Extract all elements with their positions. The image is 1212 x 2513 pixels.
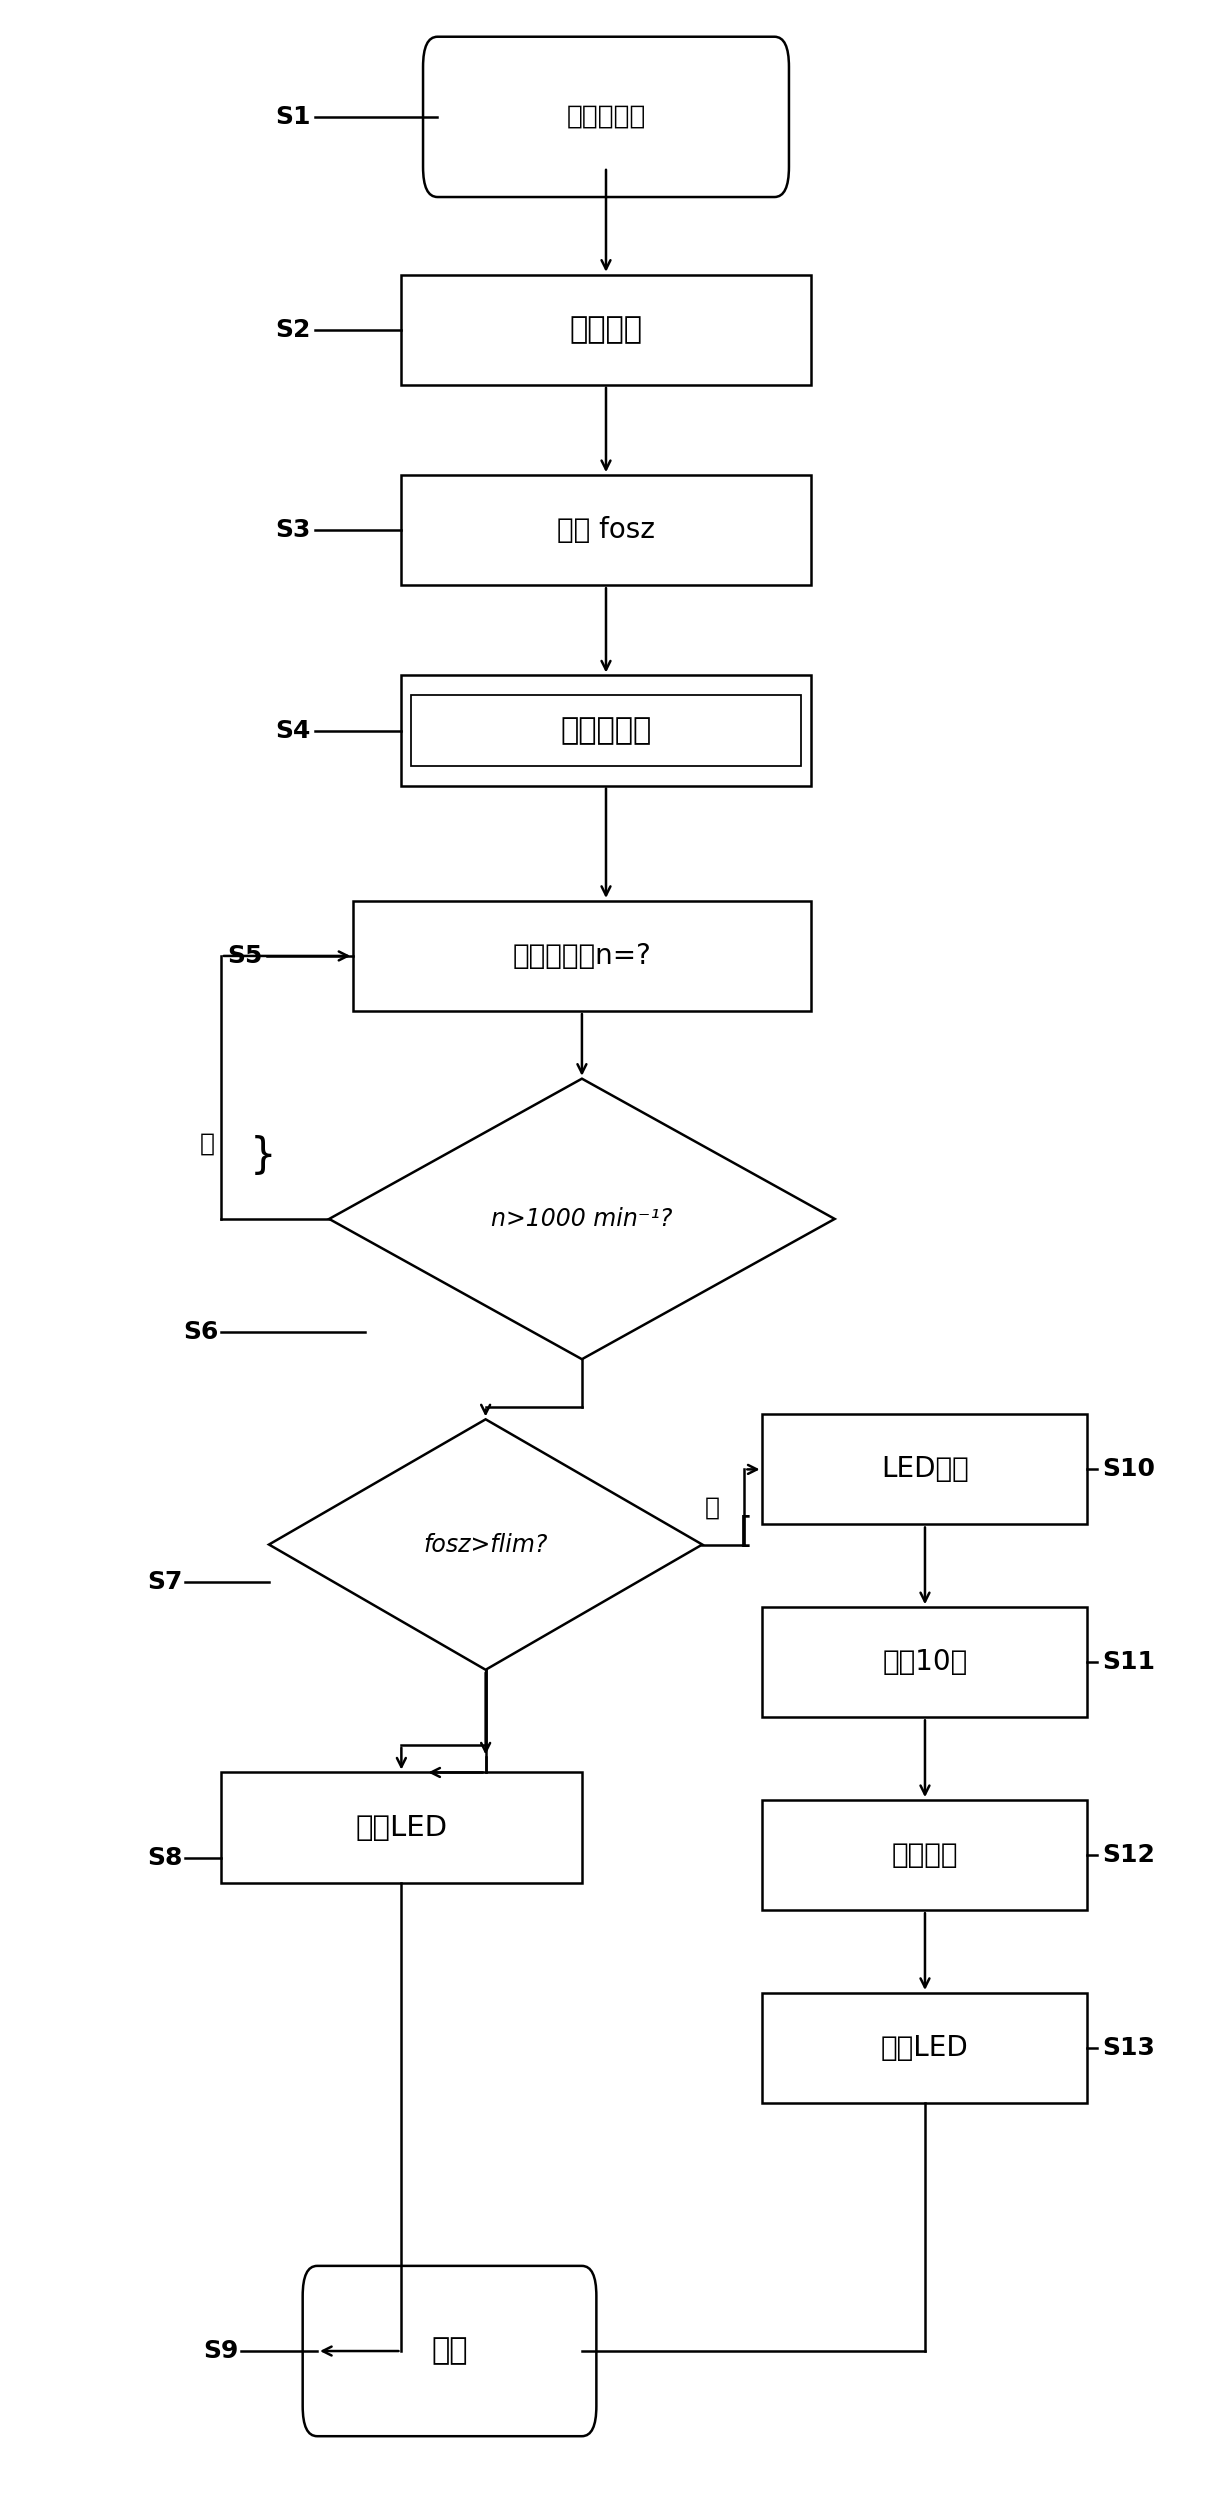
Text: S13: S13	[1102, 2036, 1155, 2061]
Bar	[401, 274, 811, 384]
Text: S7: S7	[147, 1571, 182, 1593]
Text: n>1000 min⁻¹?: n>1000 min⁻¹?	[491, 1206, 673, 1231]
Text: 否: 否	[704, 1495, 720, 1520]
Text: S1: S1	[275, 106, 311, 128]
Bar	[411, 696, 801, 766]
Bar	[353, 900, 811, 1010]
Text: 结束: 结束	[431, 2337, 468, 2365]
Text: S8: S8	[147, 1845, 182, 1870]
Text: S2: S2	[275, 317, 311, 342]
Text: [: [	[738, 1515, 753, 1548]
Bar	[762, 1415, 1087, 1525]
Bar	[401, 475, 811, 586]
Bar	[221, 1772, 582, 1882]
Polygon shape	[269, 1420, 702, 1669]
Text: 提供电源: 提供电源	[570, 314, 642, 344]
Text: 熄灭LED: 熄灭LED	[881, 2033, 968, 2063]
Text: S10: S10	[1102, 1458, 1155, 1480]
FancyBboxPatch shape	[303, 2267, 596, 2435]
Bar	[762, 1608, 1087, 1716]
Text: 停止点火: 停止点火	[892, 1842, 959, 1870]
Text: S3: S3	[275, 518, 311, 543]
Text: S4: S4	[275, 719, 311, 741]
Text: 接通LED: 接通LED	[355, 1814, 447, 1842]
Bar	[762, 1993, 1087, 2103]
Text: S11: S11	[1102, 1651, 1155, 1674]
Text: S5: S5	[228, 945, 263, 968]
Text: 否: 否	[200, 1131, 215, 1156]
Text: S6: S6	[183, 1319, 218, 1344]
Text: S9: S9	[204, 2340, 239, 2362]
Text: 起动发动机: 起动发动机	[566, 103, 646, 131]
Bar	[762, 1799, 1087, 1910]
Text: S12: S12	[1102, 1842, 1155, 1867]
Text: }: }	[250, 1136, 276, 1176]
Bar	[401, 676, 811, 787]
Text: fosz>flim?: fosz>flim?	[423, 1533, 548, 1556]
Text: LED闪光: LED闪光	[881, 1455, 968, 1483]
FancyBboxPatch shape	[423, 38, 789, 196]
Polygon shape	[330, 1078, 835, 1360]
Text: 发动机转速n=?: 发动机转速n=?	[513, 942, 651, 970]
Text: 测量 fosz: 测量 fosz	[558, 515, 654, 545]
Text: 延迟10秒: 延迟10秒	[882, 1649, 967, 1676]
Text: 存储测量值: 存储测量值	[560, 716, 652, 744]
